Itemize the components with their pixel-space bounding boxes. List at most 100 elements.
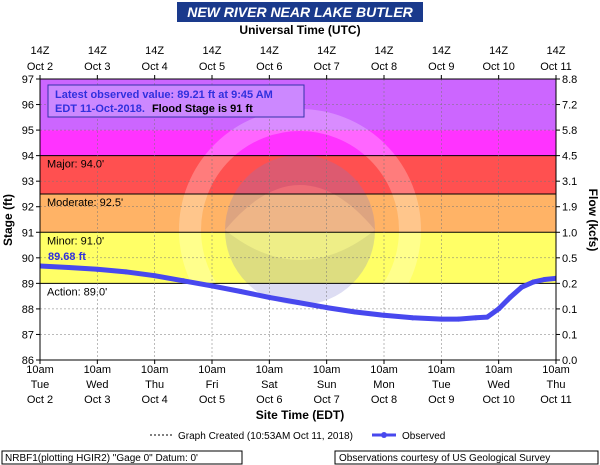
- footer-left-box: [1, 450, 243, 465]
- legend-observed-dot: [381, 432, 387, 438]
- y-tick-label: 89: [22, 278, 34, 290]
- title-bar: [177, 2, 423, 22]
- x-bottom-time: 10am: [198, 364, 226, 376]
- x-bottom-day: Tue: [432, 379, 451, 391]
- data-point: [438, 316, 444, 322]
- x-bottom-date: Oct 10: [482, 394, 514, 406]
- footer-right-box: [334, 450, 599, 465]
- stage-label-major: Major: 94.0': [47, 159, 104, 171]
- x-bottom-time: 10am: [141, 364, 169, 376]
- flow-tick-label: 1.0: [562, 227, 577, 239]
- y-tick-label: 92: [22, 202, 34, 214]
- x-bottom-date: Oct 11: [540, 394, 572, 406]
- flow-tick-label: 5.8: [562, 125, 577, 137]
- y-axis-left: 86 87 88 89 90 91 92 93 94 95 96 97: [22, 74, 40, 367]
- flow-tick-label: 0.2: [562, 278, 577, 290]
- x-top-date: Oct 5: [199, 61, 225, 73]
- y-tick-label: 90: [22, 253, 34, 265]
- y-axis-right: 8.8 7.2 5.8 4.5 3.1 1.9 1.0 0.5 0.2 0.1 0.1 0.0: [556, 74, 577, 367]
- flow-tick-label: 3.1: [562, 176, 577, 188]
- data-point: [542, 277, 548, 283]
- x-bottom-date: Oct 5: [199, 394, 225, 406]
- x-bottom-date: Oct 9: [428, 394, 454, 406]
- x-top-date: Oct 9: [428, 61, 454, 73]
- flow-tick-label: 0.1: [562, 329, 577, 341]
- band-minor: [40, 193, 556, 233]
- data-point: [496, 306, 502, 312]
- x-bottom-date: Oct 7: [314, 394, 340, 406]
- bottom-axis-title: Site Time (EDT): [256, 408, 344, 422]
- x-bottom-day: Wed: [487, 379, 509, 391]
- data-point: [381, 312, 387, 318]
- data-point: [456, 316, 462, 322]
- flow-tick-label: 7.2: [562, 100, 577, 112]
- data-point: [507, 294, 513, 300]
- y-tick-label: 88: [22, 304, 34, 316]
- y-tick-label: 87: [22, 329, 34, 341]
- y-tick-label: 96: [22, 100, 34, 112]
- y-tick-label: 86: [22, 355, 34, 367]
- y-tick-label: 97: [22, 74, 34, 86]
- x-bottom-date: Oct 6: [256, 394, 282, 406]
- x-top-date: Oct 11: [540, 61, 572, 73]
- x-top-date: Oct 2: [27, 61, 53, 73]
- x-top-time: 14Z: [375, 45, 394, 57]
- x-top-date: Oct 8: [371, 61, 397, 73]
- data-point: [266, 294, 272, 300]
- data-point: [519, 284, 525, 290]
- data-point: [324, 305, 330, 311]
- footer-left-text: NRBF1(plotting HGIR2) "Gage 0" Datum: 0': [5, 453, 198, 464]
- x-bottom-time: 10am: [256, 364, 284, 376]
- x-top-date: Oct 4: [142, 61, 168, 73]
- band-major-lower: [40, 130, 556, 156]
- plot-frame: [39, 78, 557, 361]
- x-bottom-day: Sat: [261, 379, 278, 391]
- flow-tick-label: 0.0: [562, 355, 577, 367]
- data-point: [484, 314, 490, 320]
- x-bottom-day: Fri: [206, 379, 219, 391]
- x-bottom-time: 10am: [485, 364, 513, 376]
- flow-tick-label: 8.8: [562, 74, 577, 86]
- x-bottom-day: Thu: [145, 379, 164, 391]
- y-left-label: Stage (ft): [1, 194, 15, 246]
- latest-info-box: [47, 84, 305, 118]
- latest-info-line1: Latest observed value: 89.21 ft at 9:45 …: [55, 89, 273, 101]
- x-top-date: Oct 3: [84, 61, 110, 73]
- x-bottom-time: 10am: [84, 364, 112, 376]
- y-tick-label: 94: [22, 151, 34, 163]
- data-point: [410, 315, 416, 321]
- x-axis-top: 14Z Oct 2 14Z Oct 3 14Z Oct 4 14Z Oct 5 14Z Oct 6…: [27, 45, 572, 79]
- data-point: [94, 266, 100, 272]
- x-top-date: Oct 6: [256, 61, 282, 73]
- x-bottom-time: 10am: [370, 364, 398, 376]
- latest-info-line2: EDT 11-Oct-2018. Flood Stage is 91 ft: [55, 103, 253, 115]
- data-point: [295, 300, 301, 306]
- x-bottom-day: Thu: [547, 379, 566, 391]
- band-moderate: [40, 155, 556, 194]
- stage-label-action: Action: 89.0': [47, 286, 107, 298]
- footer-right-text: Observations courtesy of US Geological S…: [339, 453, 550, 464]
- x-top-time: 14Z: [31, 45, 50, 57]
- data-point: [40, 263, 43, 269]
- x-top-time: 14Z: [145, 45, 164, 57]
- x-top-time: 14Z: [203, 45, 222, 57]
- x-top-time: 14Z: [88, 45, 107, 57]
- flow-tick-label: 1.9: [562, 202, 577, 214]
- x-bottom-date: Oct 8: [371, 394, 397, 406]
- x-bottom-time: 10am: [26, 364, 54, 376]
- x-bottom-date: Oct 2: [27, 394, 53, 406]
- stage-label-moderate: Moderate: 92.5': [47, 197, 123, 209]
- flow-tick-label: 0.1: [562, 304, 577, 316]
- flow-tick-label: 0.5: [562, 253, 577, 265]
- data-point: [238, 289, 244, 295]
- x-top-time: 14Z: [260, 45, 279, 57]
- data-point: [123, 269, 129, 275]
- x-bottom-time: 10am: [542, 364, 570, 376]
- observed-series: [40, 263, 556, 322]
- latest-info-time: EDT 11-Oct-2018.: [55, 103, 145, 115]
- legend-created-text: Graph Created (10:53AM Oct 11, 2018): [178, 431, 353, 442]
- noaa-watermark: [179, 109, 421, 351]
- flood-stage-text: Flood Stage is 91 ft: [152, 103, 253, 115]
- x-top-date: Oct 10: [482, 61, 514, 73]
